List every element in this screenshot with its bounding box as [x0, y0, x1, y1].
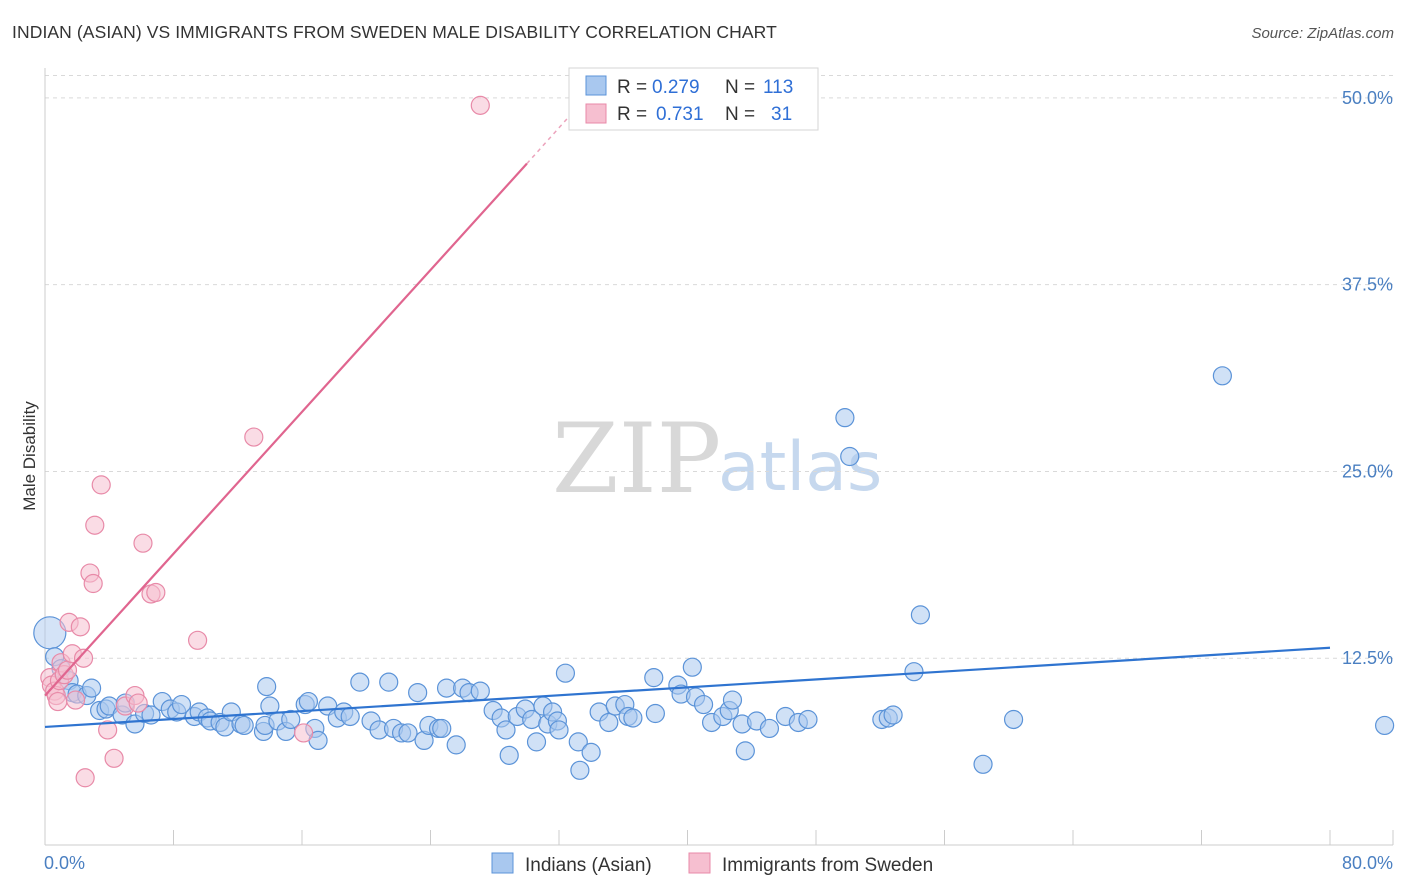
point-indians-asian [496, 720, 516, 740]
point-indians-asian [682, 657, 702, 677]
source-label: Source: ZipAtlas.com [1251, 25, 1394, 42]
point-immigrants-sweden [244, 427, 264, 447]
point-indians-asian [408, 682, 428, 703]
point-indians-asian [570, 760, 590, 780]
bottom-legend-label-pink: Immigrants from Sweden [722, 855, 933, 876]
grid-lines [45, 74, 1393, 659]
point-indians-asian [835, 408, 855, 428]
point-indians-asian [555, 663, 576, 683]
point-indians-asian [910, 605, 931, 625]
point-immigrants-sweden [75, 768, 95, 788]
x-tick-label-max: 80.0% [1342, 853, 1393, 873]
point-indians-asian [1212, 366, 1232, 386]
point-indians-asian [883, 705, 903, 725]
legend-n-label-pink: N = [725, 104, 755, 125]
bottom-legend-label-blue: Indians (Asian) [525, 855, 652, 876]
legend-swatch-pink [585, 103, 607, 124]
legend-n-label-blue: N = [725, 77, 755, 98]
point-indians-asian [499, 745, 519, 765]
point-immigrants-sweden [70, 617, 90, 637]
point-indians-asian [432, 718, 452, 739]
bottom-legend: Indians (Asian) Immigrants from Sweden [491, 852, 933, 876]
point-indians-asian [281, 709, 301, 730]
x-tick-marks [44, 830, 1394, 845]
legend-n-value-pink: 31 [771, 104, 792, 125]
bottom-legend-swatch-pink [688, 852, 711, 874]
point-immigrants-sweden [65, 690, 86, 710]
point-immigrants-sweden [146, 582, 166, 603]
point-immigrants-sweden [470, 95, 490, 115]
point-indians-asian [350, 672, 370, 692]
axes [44, 68, 1393, 846]
point-indians-asian [470, 681, 490, 701]
point-immigrants-sweden [104, 748, 124, 768]
point-indians-asian [234, 715, 254, 736]
point-indians-asian [581, 742, 601, 762]
watermark-zip: ZIP [552, 403, 721, 515]
legend-r-value-pink: 0.731 [656, 104, 704, 125]
point-indians-asian [735, 741, 755, 761]
chart-title: INDIAN (ASIAN) VS IMMIGRANTS FROM SWEDEN… [12, 22, 777, 42]
point-indians-asian [722, 690, 743, 710]
point-indians-asian [171, 694, 192, 715]
point-immigrants-sweden [187, 630, 208, 650]
point-indians-asian [526, 732, 547, 752]
legend-r-label-blue: R = [617, 77, 647, 98]
point-immigrants-sweden [83, 573, 103, 594]
y-tick-labels: 12.5% 25.0% 37.5% 50.0% [1342, 88, 1393, 668]
trendline-indians-asian [44, 646, 1331, 729]
point-indians-asian [623, 708, 643, 728]
point-indians-asian [644, 668, 664, 688]
point-indians-asian [759, 718, 780, 739]
point-immigrants-sweden [98, 720, 118, 740]
point-indians-asian [645, 703, 665, 724]
legend-swatch-blue [585, 75, 607, 96]
trend-lines [44, 100, 1331, 729]
point-indians-asian [840, 446, 860, 467]
legend-n-value-blue: 113 [763, 77, 793, 98]
y-tick-label: 50.0% [1342, 88, 1393, 108]
point-immigrants-sweden [91, 475, 111, 495]
point-indians-asian [436, 678, 457, 698]
point-immigrants-sweden [85, 515, 105, 535]
series-indians-asian [33, 366, 1395, 780]
legend-r-label-pink: R = [617, 104, 647, 125]
y-tick-label: 12.5% [1342, 648, 1393, 668]
trendline-immigrants-sweden [44, 162, 528, 697]
legend-frame [568, 67, 819, 131]
point-indians-asian [1375, 715, 1395, 736]
point-indians-asian [398, 723, 418, 743]
y-axis-label: Male Disability [20, 401, 39, 511]
point-immigrants-sweden [73, 648, 94, 668]
watermark-atlas: atlas [718, 428, 882, 507]
point-indians-asian [904, 662, 924, 682]
point-indians-asian [693, 694, 714, 715]
point-indians-asian [257, 677, 277, 697]
point-immigrants-sweden [128, 693, 148, 713]
point-indians-asian [260, 696, 280, 716]
trendline-immigrants-sweden-extension [526, 100, 584, 165]
point-indians-asian [973, 754, 993, 774]
x-tick-label-min: 0.0% [44, 853, 85, 873]
point-indians-asian [1003, 709, 1024, 730]
point-indians-asian [81, 678, 102, 698]
point-immigrants-sweden [294, 723, 314, 743]
series-immigrants-sweden [40, 95, 490, 788]
point-indians-asian [599, 712, 619, 733]
point-indians-asian [379, 672, 399, 692]
point-immigrants-sweden [133, 533, 153, 553]
legend-box: R = 0.279 N = 113 R = 0.731 N = 31 [568, 67, 819, 131]
y-tick-label: 25.0% [1342, 461, 1393, 481]
y-tick-label: 37.5% [1342, 275, 1393, 295]
point-indians-asian [549, 720, 569, 740]
point-indians-asian [798, 709, 818, 730]
point-indians-asian [446, 735, 466, 755]
point-indians-asian [298, 691, 319, 712]
point-immigrants-sweden [48, 691, 68, 712]
point-indians-asian [340, 706, 360, 727]
legend-r-value-blue: 0.279 [652, 77, 700, 98]
point-indians-asian [568, 732, 588, 752]
bottom-legend-swatch-blue [491, 852, 514, 874]
